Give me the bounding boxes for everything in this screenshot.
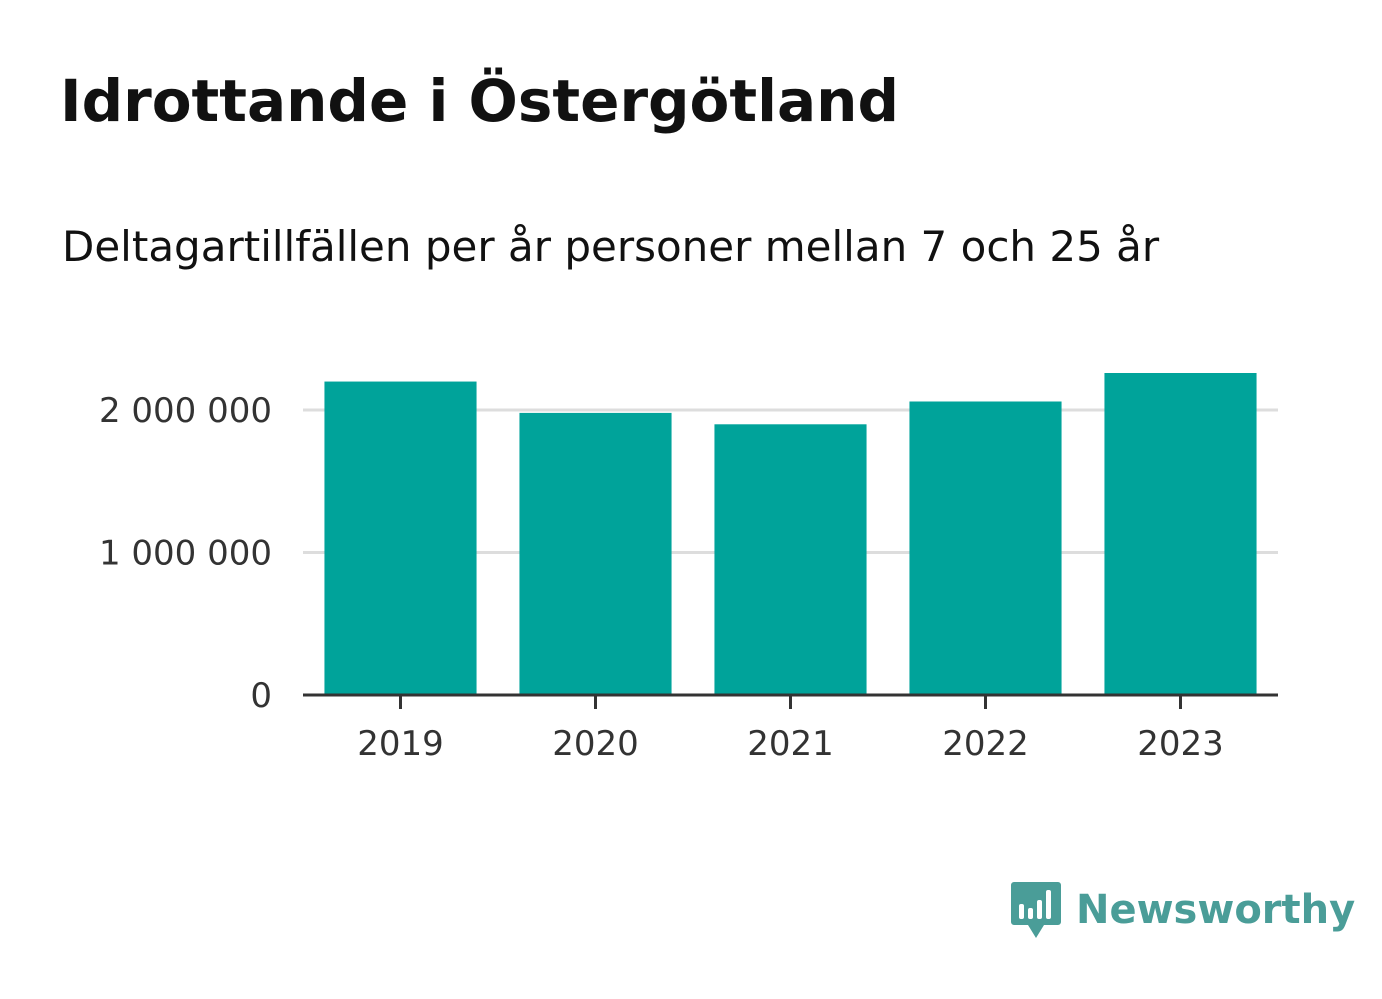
y-tick-label: 1 000 000: [99, 534, 272, 574]
bar-2022: [909, 401, 1062, 695]
bar-2023: [1104, 373, 1257, 695]
y-tick-label: 0: [250, 676, 272, 716]
tick-labels: 0 1 000 000 2 000 000 2019 2020 2021 2022 2023: [99, 391, 1224, 764]
bar-2019: [324, 381, 477, 695]
x-tick-label: 2021: [747, 724, 834, 764]
x-tick-label: 2019: [357, 724, 444, 764]
bars: [324, 373, 1257, 695]
newsworthy-logo: Newsworthy: [1010, 880, 1355, 940]
bar-2020: [519, 412, 672, 695]
logo-wordmark: Newsworthy: [1076, 887, 1356, 933]
y-tick-label: 2 000 000: [99, 391, 272, 431]
x-tick-label: 2020: [552, 724, 639, 764]
chart-title: Idrottande i Östergötland: [60, 67, 899, 135]
x-tick-label: 2022: [942, 724, 1029, 764]
chart-subtitle: Deltagartillfällen per år personer mella…: [62, 222, 1160, 271]
x-tick-label: 2023: [1137, 724, 1224, 764]
newsworthy-chart-bubble-icon: [1011, 882, 1061, 938]
x-axis: [303, 693, 1278, 709]
bar-2021: [714, 424, 867, 695]
